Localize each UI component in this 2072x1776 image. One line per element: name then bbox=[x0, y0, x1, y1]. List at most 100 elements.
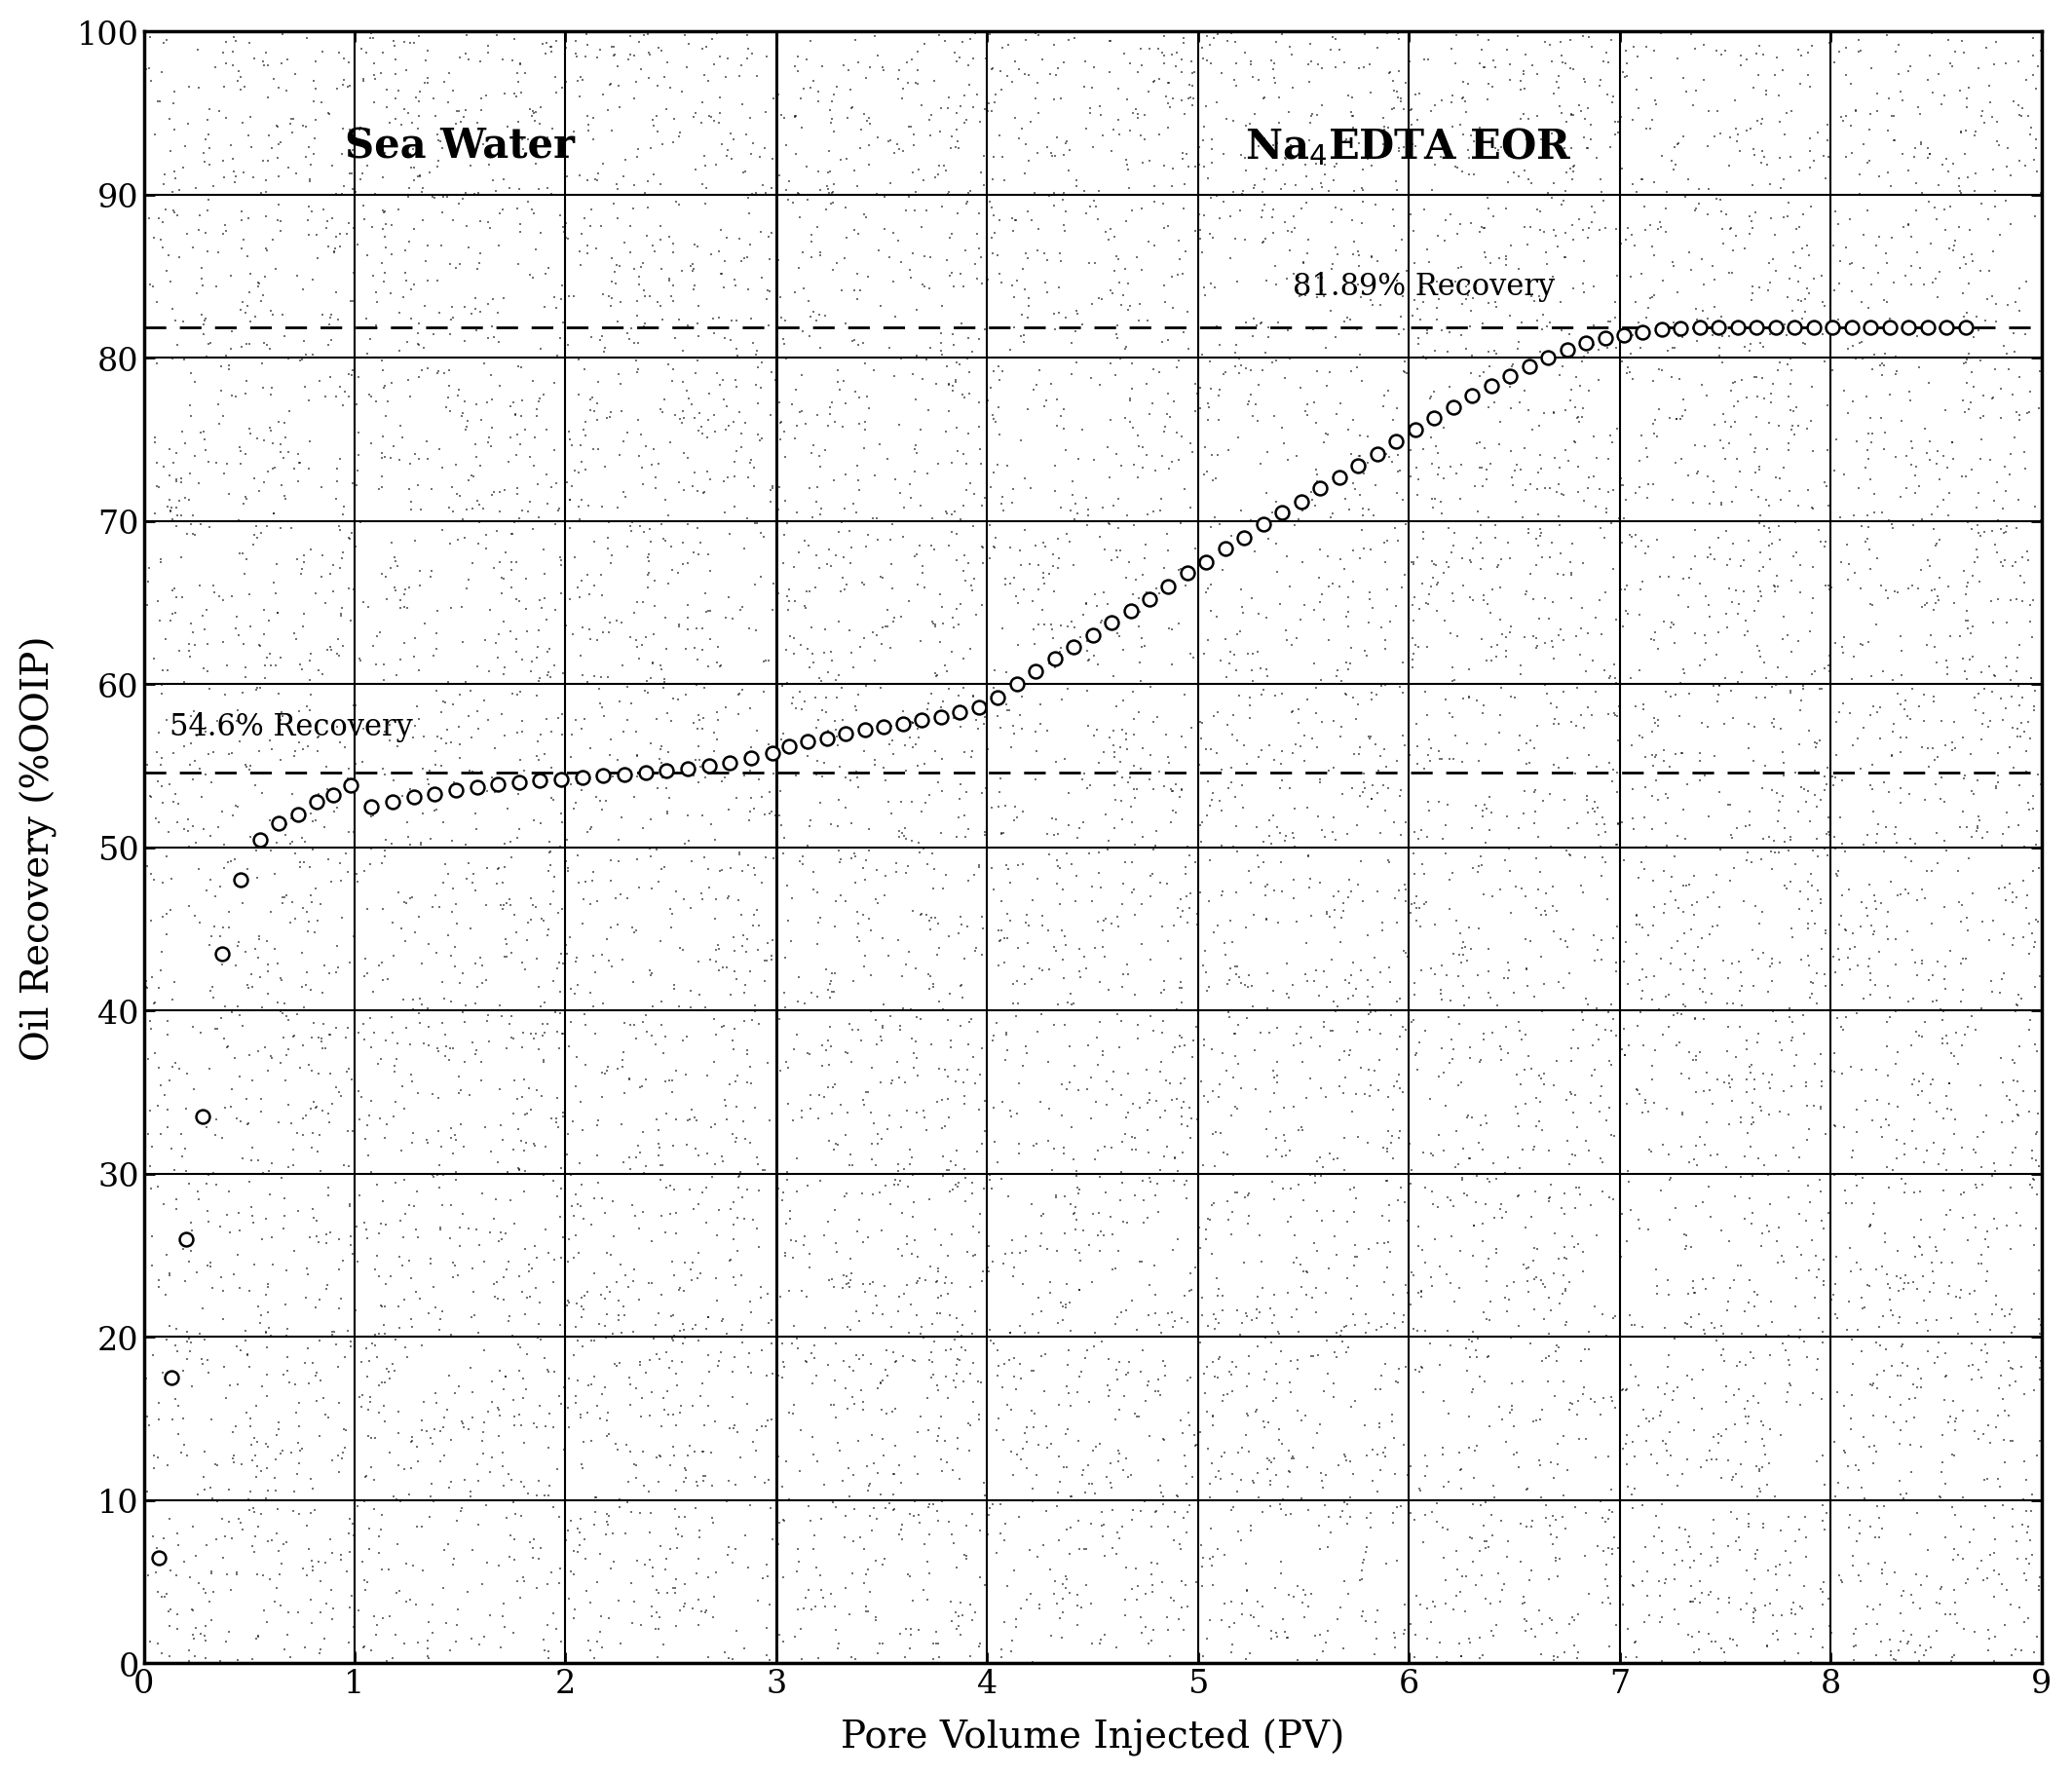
Point bbox=[334, 607, 367, 636]
Point bbox=[1026, 559, 1059, 588]
Point bbox=[562, 1327, 595, 1355]
Point bbox=[620, 627, 653, 655]
Point bbox=[622, 263, 655, 291]
Point bbox=[1266, 20, 1299, 48]
Point bbox=[1631, 1558, 1664, 1586]
Point bbox=[2006, 1636, 2039, 1664]
Point bbox=[1747, 554, 1780, 583]
Point bbox=[1409, 1501, 1442, 1529]
Point bbox=[1407, 526, 1440, 554]
Point bbox=[1776, 543, 1809, 572]
Point bbox=[1430, 1566, 1463, 1595]
Point bbox=[1794, 1188, 1828, 1217]
Point bbox=[1705, 41, 1738, 69]
Point bbox=[738, 570, 771, 599]
Point bbox=[1324, 929, 1357, 957]
Point bbox=[1970, 1257, 2004, 1286]
Point bbox=[586, 82, 620, 110]
Point bbox=[317, 797, 350, 826]
Point bbox=[543, 1035, 576, 1064]
Point bbox=[1198, 467, 1231, 496]
Point bbox=[1562, 1600, 1595, 1629]
Point bbox=[1620, 902, 1653, 931]
Point bbox=[1401, 465, 1434, 494]
Point bbox=[1413, 748, 1446, 776]
Point bbox=[932, 675, 966, 703]
Point bbox=[1537, 1071, 1571, 1099]
Point bbox=[1504, 105, 1537, 133]
Point bbox=[1546, 1261, 1579, 1289]
Point bbox=[937, 1176, 970, 1204]
Point bbox=[1113, 549, 1146, 577]
Point bbox=[296, 1350, 329, 1378]
Point bbox=[825, 579, 858, 607]
Point bbox=[1600, 416, 1633, 444]
Point bbox=[746, 1563, 779, 1591]
Point bbox=[941, 1305, 974, 1334]
Point bbox=[1944, 119, 1977, 147]
Point bbox=[271, 1154, 305, 1183]
Point bbox=[398, 625, 431, 654]
Point bbox=[678, 634, 711, 662]
Point bbox=[1069, 1534, 1102, 1563]
Point bbox=[203, 238, 236, 266]
Point bbox=[1102, 1447, 1135, 1476]
Point bbox=[845, 1376, 879, 1405]
Point bbox=[220, 384, 253, 412]
Point bbox=[441, 98, 474, 126]
Point bbox=[1908, 1288, 1941, 1316]
Point bbox=[595, 398, 628, 426]
Point bbox=[1523, 1062, 1556, 1090]
Point bbox=[1059, 318, 1092, 346]
Point bbox=[1863, 352, 1896, 380]
Point bbox=[1875, 103, 1908, 131]
Point bbox=[346, 1382, 379, 1410]
Point bbox=[1289, 1581, 1322, 1609]
Point bbox=[1341, 1018, 1374, 1046]
Point bbox=[512, 499, 545, 527]
Point bbox=[932, 531, 966, 559]
Point bbox=[1734, 476, 1767, 504]
Point bbox=[1533, 1565, 1566, 1593]
Point bbox=[313, 1174, 346, 1202]
Point bbox=[265, 1591, 298, 1620]
Point bbox=[686, 421, 719, 449]
Point bbox=[535, 34, 568, 62]
Point bbox=[644, 293, 678, 321]
Point bbox=[232, 204, 265, 233]
Point bbox=[580, 234, 613, 263]
Point bbox=[628, 277, 661, 305]
Point bbox=[1419, 1591, 1452, 1620]
Point bbox=[1832, 1474, 1865, 1502]
Point bbox=[1830, 1003, 1863, 1032]
Point bbox=[1021, 238, 1055, 266]
Point bbox=[760, 403, 794, 432]
Point bbox=[315, 634, 348, 662]
Point bbox=[731, 185, 765, 213]
Point bbox=[1714, 259, 1747, 288]
Point bbox=[1452, 144, 1486, 172]
Point bbox=[456, 1277, 489, 1305]
Point bbox=[1245, 197, 1278, 226]
Point bbox=[228, 440, 261, 469]
Point bbox=[653, 1353, 686, 1382]
Point bbox=[133, 1153, 166, 1181]
Point bbox=[2012, 911, 2045, 940]
Point bbox=[1455, 1524, 1488, 1552]
Point bbox=[1718, 854, 1751, 883]
Point bbox=[1989, 643, 2022, 671]
Point bbox=[257, 1250, 290, 1279]
Point bbox=[918, 67, 951, 96]
Point bbox=[696, 1504, 729, 1533]
Point bbox=[1722, 1252, 1755, 1280]
Point bbox=[1452, 547, 1486, 575]
Point bbox=[421, 677, 454, 705]
Point bbox=[1776, 1588, 1809, 1616]
Point bbox=[1287, 249, 1320, 277]
Point bbox=[932, 83, 966, 112]
Point bbox=[912, 781, 945, 810]
Point bbox=[404, 1284, 437, 1312]
Point bbox=[1598, 1122, 1631, 1151]
Point bbox=[1544, 925, 1577, 954]
Point bbox=[582, 689, 615, 718]
